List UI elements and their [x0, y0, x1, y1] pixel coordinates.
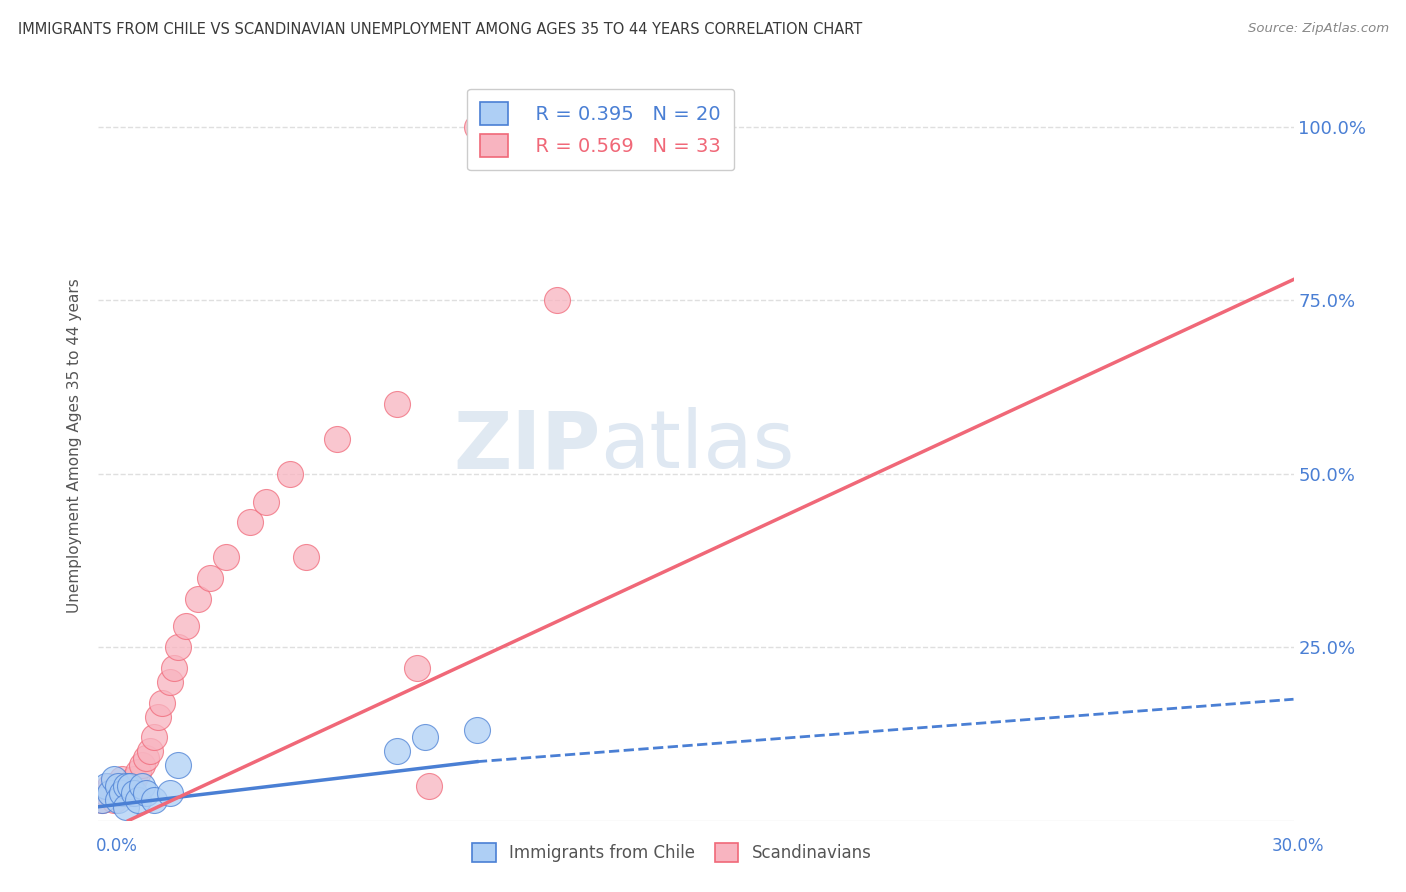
Point — [254, 494, 277, 508]
Point — [143, 793, 166, 807]
Point — [135, 786, 157, 800]
Point — [139, 744, 162, 758]
Text: Source: ZipAtlas.com: Source: ZipAtlas.com — [1249, 22, 1389, 36]
Point — [96, 779, 118, 793]
Point — [418, 779, 440, 793]
Point — [115, 779, 138, 793]
Legend: Immigrants from Chile, Scandinavians: Immigrants from Chile, Scandinavians — [465, 836, 879, 869]
Point — [98, 786, 122, 800]
Point — [131, 779, 153, 793]
Point — [150, 696, 173, 710]
Point — [115, 779, 138, 793]
Point — [124, 786, 146, 800]
Point — [143, 731, 166, 745]
Point — [107, 793, 129, 807]
Point — [385, 397, 409, 411]
Point — [91, 793, 114, 807]
Point — [413, 731, 436, 745]
Point — [167, 640, 190, 655]
Point — [131, 758, 153, 772]
Point — [103, 793, 125, 807]
Point — [278, 467, 301, 481]
Text: atlas: atlas — [600, 407, 794, 485]
Y-axis label: Unemployment Among Ages 35 to 44 years: Unemployment Among Ages 35 to 44 years — [67, 278, 83, 614]
Point — [91, 793, 114, 807]
Point — [465, 723, 488, 738]
Point — [111, 772, 134, 786]
Point — [159, 786, 181, 800]
Text: 0.0%: 0.0% — [96, 837, 138, 855]
Point — [215, 549, 238, 564]
Point — [127, 793, 149, 807]
Point — [163, 661, 186, 675]
Point — [107, 779, 129, 793]
Text: ZIP: ZIP — [453, 407, 600, 485]
Point — [148, 709, 170, 723]
Point — [385, 744, 409, 758]
Point — [135, 751, 157, 765]
Text: 30.0%: 30.0% — [1272, 837, 1324, 855]
Point — [406, 661, 429, 675]
Point — [127, 765, 149, 780]
Point — [111, 786, 134, 800]
Point — [115, 799, 138, 814]
Point — [187, 591, 209, 606]
Point — [124, 772, 146, 786]
Point — [239, 516, 262, 530]
Text: IMMIGRANTS FROM CHILE VS SCANDINAVIAN UNEMPLOYMENT AMONG AGES 35 TO 44 YEARS COR: IMMIGRANTS FROM CHILE VS SCANDINAVIAN UN… — [18, 22, 862, 37]
Point — [159, 674, 181, 689]
Point — [174, 619, 197, 633]
Point — [465, 120, 488, 134]
Point — [96, 786, 118, 800]
Point — [103, 772, 125, 786]
Point — [326, 432, 349, 446]
Point — [120, 779, 142, 793]
Point — [167, 758, 190, 772]
Point — [198, 571, 221, 585]
Point — [546, 293, 568, 308]
Point — [107, 786, 129, 800]
Point — [98, 779, 122, 793]
Point — [294, 549, 316, 564]
Point — [120, 786, 142, 800]
